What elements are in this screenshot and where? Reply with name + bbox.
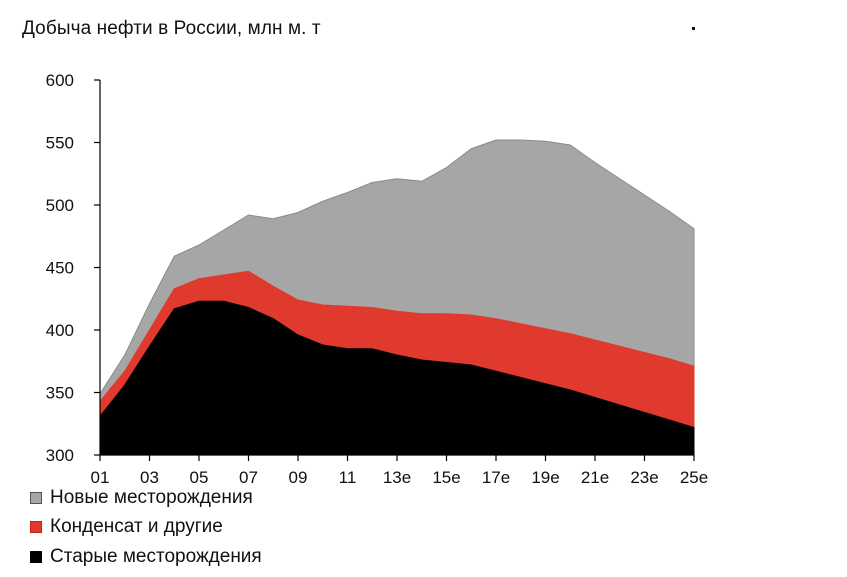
x-tick-label: 17e	[482, 468, 510, 487]
legend-item-condensate: Конденсат и другие	[30, 516, 223, 538]
x-tick-label: 11	[339, 468, 357, 487]
area-old-fields	[99, 300, 695, 456]
y-tick-label: 600	[46, 71, 74, 90]
x-tick-label: 07	[239, 468, 258, 487]
legend-item-new-fields: Новые месторождения	[30, 487, 253, 509]
legend-item-old-fields: Старые месторождения	[30, 546, 262, 568]
plot-areas	[99, 139, 695, 456]
y-tick-label: 550	[46, 134, 74, 153]
x-tick-label: 05	[190, 468, 209, 487]
x-tick-label: 01	[91, 468, 110, 487]
x-tick-label: 19e	[531, 468, 559, 487]
x-tick-label: 23e	[630, 468, 658, 487]
y-tick-label: 450	[46, 259, 74, 278]
legend-label-old-fields: Старые месторождения	[50, 546, 262, 567]
legend-swatch-old-fields	[30, 551, 42, 563]
x-axis: 01 03 05 07 09 11 13e 15e 17e 19e 21e 23e 25e	[91, 454, 708, 487]
x-tick-label: 13e	[383, 468, 411, 487]
y-tick-label: 300	[46, 446, 74, 465]
legend-label-new-fields: Новые месторождения	[50, 487, 253, 508]
y-tick-label: 500	[46, 196, 74, 215]
y-tick-label: 400	[46, 321, 74, 340]
x-tick-label: 09	[289, 468, 308, 487]
y-axis: 300 350 400 450 500 550 600	[46, 71, 101, 465]
x-tick-label: 15e	[432, 468, 460, 487]
y-tick-label: 350	[46, 384, 74, 403]
legend-label-condensate: Конденсат и другие	[50, 516, 223, 537]
x-tick-label: 25e	[680, 468, 708, 487]
chart-title: Добыча нефти в России, млн м. т	[22, 18, 321, 39]
legend-swatch-new-fields	[30, 492, 42, 504]
legend-swatch-condensate	[30, 521, 42, 533]
stray-dot	[692, 27, 695, 30]
x-tick-label: 03	[140, 468, 159, 487]
x-tick-label: 21e	[581, 468, 609, 487]
